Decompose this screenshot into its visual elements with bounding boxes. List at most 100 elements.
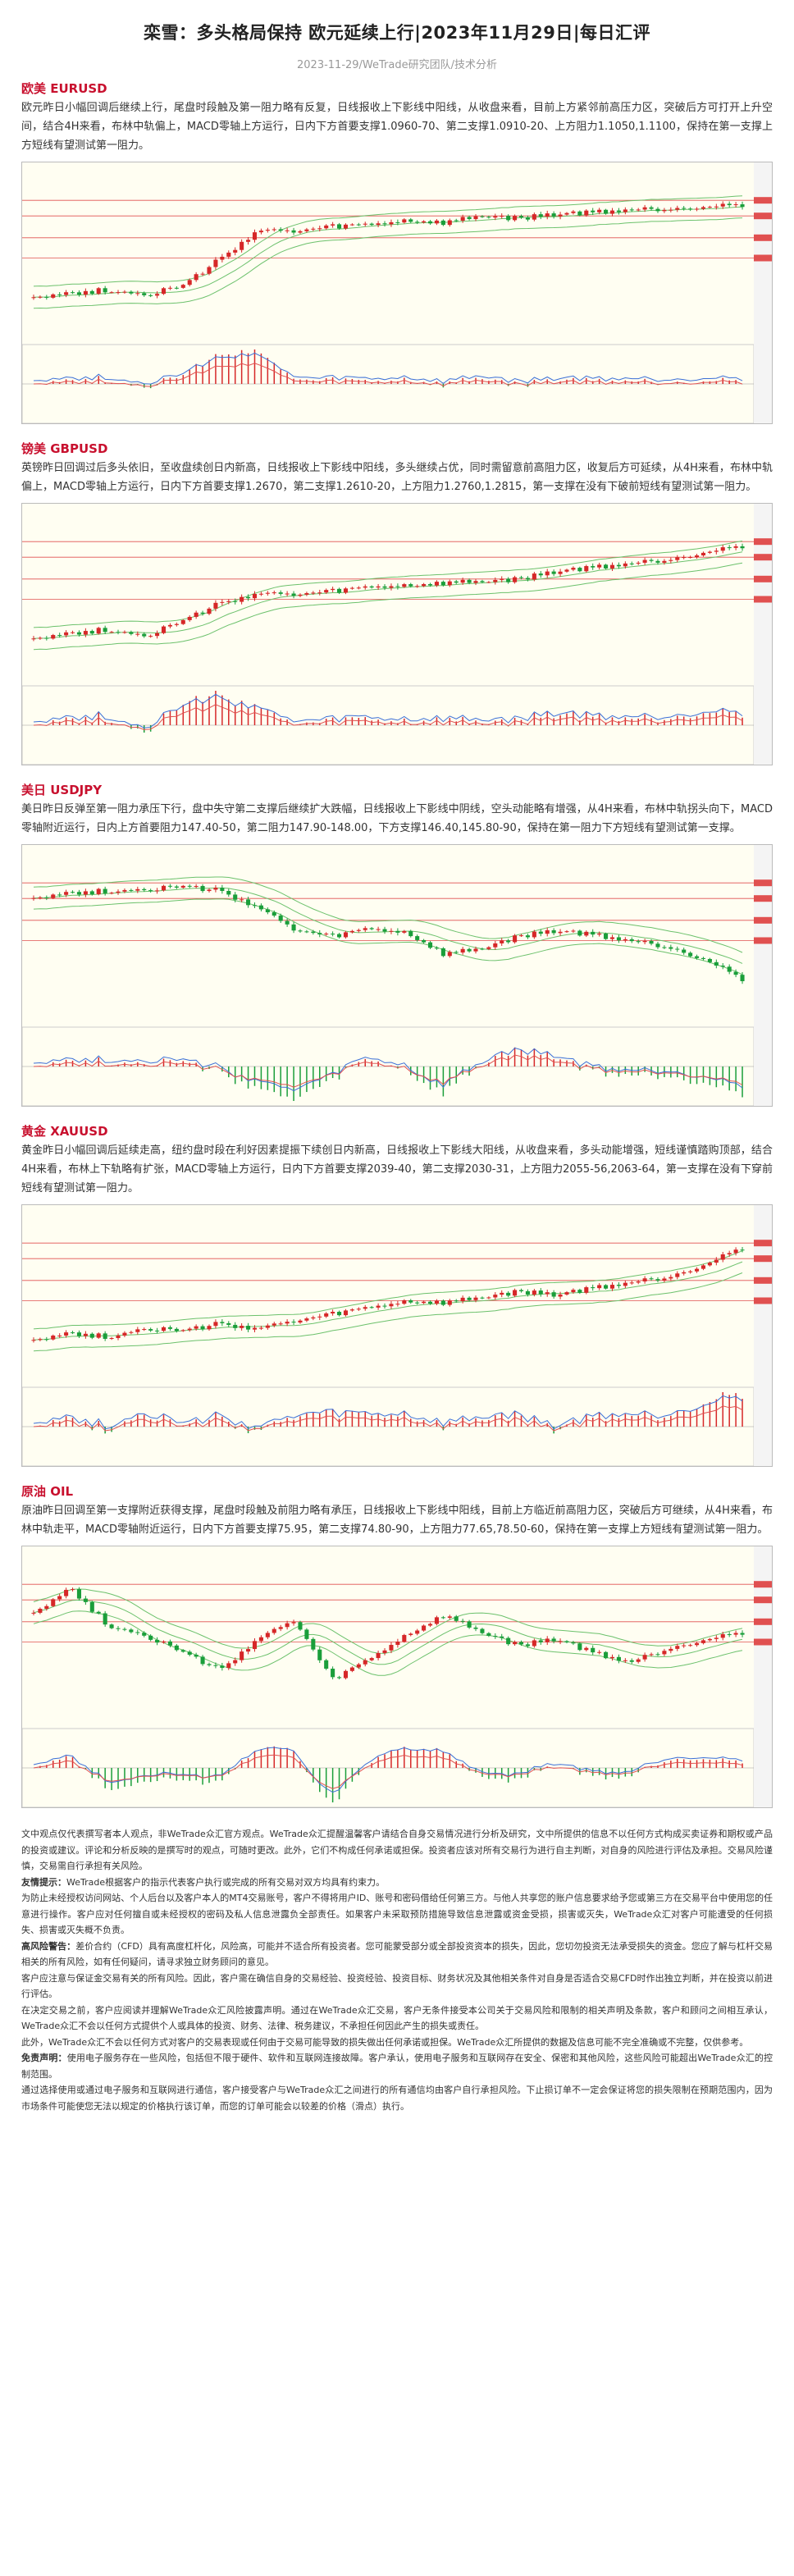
candle-body (38, 296, 43, 298)
candle-body (96, 1611, 101, 1614)
candle-body (740, 975, 745, 982)
price-panel (22, 1546, 754, 1722)
candle-body (304, 229, 309, 231)
candle-body (89, 1601, 94, 1612)
candle-body (733, 1249, 738, 1254)
candle-body (642, 1278, 647, 1282)
candle-body (220, 601, 225, 603)
candle-body (669, 947, 673, 949)
candle-body (467, 1621, 472, 1628)
candlestick-chart (22, 1546, 772, 1807)
candle-body (278, 916, 283, 921)
price-panel (22, 1205, 754, 1381)
candle-body (200, 273, 205, 275)
candle-body (577, 1290, 582, 1293)
candle-body (167, 1327, 172, 1329)
candle-body (642, 560, 647, 563)
disclaimer-paragraph: 为防止未经授权访问网站、个人后台以及客户本人的MT4交易账号，客户不得将用户ID… (21, 1890, 773, 1939)
candle-body (38, 637, 43, 639)
candle-body (343, 1670, 349, 1679)
level-tag (754, 254, 772, 262)
section-oil: 原油 OIL 原油昨日回调至第一支撑附近获得支撑，尾盘时段触及前阻力略有承压，日… (21, 1482, 773, 1808)
candle-body (688, 1645, 693, 1647)
candle-body (402, 584, 407, 587)
candle-body (440, 1300, 445, 1305)
candle-body (272, 1628, 276, 1633)
candle-body (389, 1304, 394, 1307)
candle-body (422, 939, 427, 943)
candle-body (649, 207, 654, 209)
candle-body (83, 1598, 88, 1602)
candle-body (109, 292, 114, 294)
candle-body (103, 1333, 107, 1339)
candle-body (551, 929, 556, 934)
price-axis (754, 504, 772, 765)
candle-body (486, 1633, 491, 1637)
candle-body (675, 1273, 680, 1277)
candle-body (135, 888, 140, 891)
candle-body (591, 1647, 596, 1653)
candle-body (356, 587, 361, 589)
section-title: 黄金 XAUUSD (21, 1124, 108, 1139)
candle-body (317, 1649, 322, 1660)
candle-body (278, 229, 283, 231)
candle-body (226, 1322, 231, 1325)
candle-body (343, 224, 349, 229)
candle-body (604, 564, 609, 569)
candle-body (454, 1300, 459, 1302)
candle-body (174, 1645, 179, 1651)
candle-body (272, 592, 276, 594)
candle-body (83, 891, 88, 895)
candle-body (122, 291, 127, 293)
candle-body (96, 888, 101, 895)
candle-body (291, 230, 296, 233)
candle-body (38, 897, 43, 898)
candle-body (148, 295, 153, 296)
candle-body (616, 937, 621, 941)
candle-body (103, 288, 107, 293)
candle-body (649, 1278, 654, 1280)
price-panel (22, 162, 754, 338)
candle-body (564, 1292, 569, 1295)
candle-body (460, 217, 465, 221)
candle-body (609, 564, 615, 569)
candle-body (558, 214, 563, 217)
candle-body (109, 632, 114, 633)
disclaimer-text: 通过选择使用或通过电子服务和互联网进行通信，客户接受客户与WeTrade众汇之间… (21, 2085, 773, 2112)
candle-body (116, 292, 121, 294)
candle-body (551, 1638, 556, 1642)
candle-body (714, 1637, 719, 1639)
candle-body (700, 957, 706, 959)
candle-body (161, 885, 167, 891)
candle-body (272, 911, 276, 916)
macd-dea-line (33, 1054, 743, 1088)
candle-body (538, 573, 543, 576)
candle-body (538, 214, 543, 217)
candle-body (623, 209, 627, 212)
candle-body (70, 1332, 75, 1334)
candle-body (402, 1299, 407, 1304)
candle-body (148, 636, 153, 637)
candle-body (298, 1320, 303, 1323)
candle-body (64, 1589, 69, 1596)
boll-upper-line (33, 195, 743, 287)
candle-body (220, 1322, 225, 1323)
candle-body (207, 1664, 212, 1665)
candle-body (265, 1633, 270, 1637)
candle-body (545, 1638, 550, 1642)
candle-body (440, 582, 445, 586)
candle-body (597, 1285, 602, 1289)
candle-body (571, 1642, 576, 1644)
candle-body (700, 1640, 706, 1643)
candle-body (148, 1635, 153, 1640)
candle-body (135, 633, 140, 635)
candle-body (629, 939, 634, 942)
candle-body (558, 1294, 563, 1297)
candle-body (317, 592, 322, 594)
candle-body (233, 1660, 238, 1664)
candle-body (558, 571, 563, 574)
candle-body (363, 586, 367, 588)
candle-body (226, 891, 231, 895)
candle-body (532, 1640, 536, 1647)
section-text: 黄金昨日小幅回调后延续走高，纽约盘时段在利好因素提振下续创日内新高，日线报收上下… (21, 1144, 773, 1194)
